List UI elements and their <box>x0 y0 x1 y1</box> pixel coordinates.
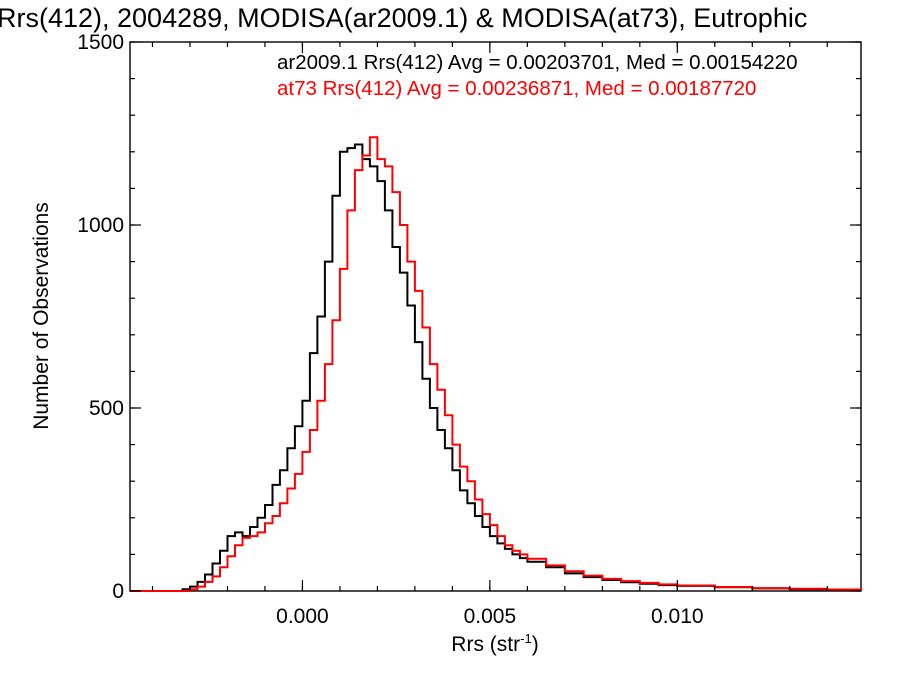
x-axis-label-suffix: ) <box>532 633 539 656</box>
x-tick-label: 0.010 <box>651 605 704 628</box>
stats-annotation-2: at73 Rrs(412) Avg = 0.00236871, Med = 0.… <box>277 77 756 100</box>
y-tick-label: 500 <box>89 397 124 420</box>
y-axis-label: Number of Observations <box>30 202 53 430</box>
annotation-layer: ar2009.1 Rrs(412) Avg = 0.00203701, Med … <box>277 51 798 100</box>
stats-annotation-1: ar2009.1 Rrs(412) Avg = 0.00203701, Med … <box>277 51 798 74</box>
plot-area: 0.000 0.005 0.010 0 500 1000 1500 <box>77 31 862 628</box>
chart-title: Rrs(412), 2004289, MODISA(ar2009.1) & MO… <box>0 3 807 33</box>
series-layer <box>130 136 862 592</box>
plot-frame <box>129 41 862 592</box>
y-tick-label: 1500 <box>77 31 124 54</box>
y-tick-label: 1000 <box>77 214 124 237</box>
x-axis-label-superscript: -1 <box>520 631 532 646</box>
series-line-1 <box>130 143 862 592</box>
x-tick-label: 0.000 <box>276 605 329 628</box>
series-line-2 <box>130 136 862 592</box>
tick-layer: 0.000 0.005 0.010 0 500 1000 1500 <box>77 31 861 628</box>
x-axis-label-main: Rrs (str <box>451 633 520 656</box>
x-axis-label: Rrs (str-1) <box>451 631 538 656</box>
y-tick-label: 0 <box>112 580 124 603</box>
x-tick-label: 0.005 <box>464 605 517 628</box>
